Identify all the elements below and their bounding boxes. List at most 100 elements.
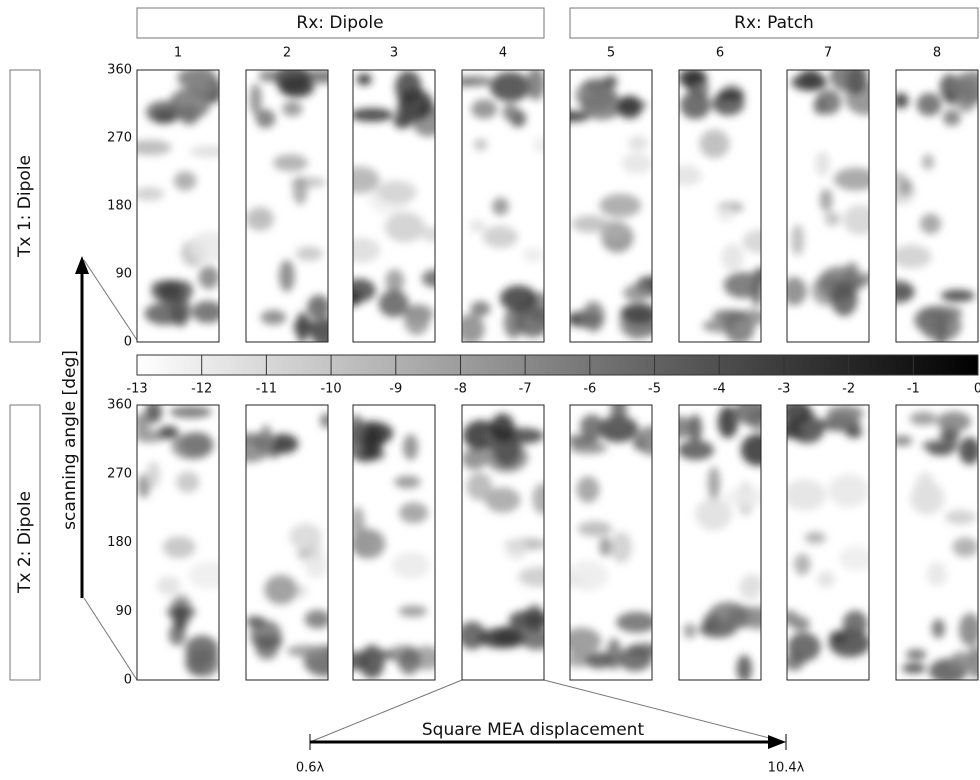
blob (815, 151, 830, 177)
blob (842, 610, 868, 638)
blob (931, 618, 945, 639)
blob (794, 553, 811, 576)
guide-line (83, 259, 138, 341)
y-tick-label: 180 (107, 199, 132, 214)
blob (499, 285, 538, 312)
column-number: 8 (933, 46, 941, 61)
column-number: 7 (824, 46, 832, 61)
colorbar-tick-label: -12 (191, 382, 212, 397)
group-label: Rx: Dipole (296, 13, 383, 33)
heatmap (353, 414, 435, 679)
blob (620, 302, 652, 325)
blob (787, 479, 827, 511)
column-number: 5 (607, 46, 615, 61)
blob (820, 188, 833, 212)
blob (353, 528, 386, 559)
blob (158, 280, 183, 302)
blob (246, 207, 274, 231)
colorbar-tick-label: -1 (907, 382, 920, 397)
colorbar-tick-label: -3 (777, 382, 790, 397)
group-box (136, 7, 545, 39)
blob (679, 165, 702, 186)
heatmap (896, 411, 978, 680)
blob (279, 259, 295, 292)
blob (310, 318, 328, 342)
displacement-label: Square MEA displacement (422, 720, 645, 740)
blob (462, 314, 485, 342)
blob (462, 621, 487, 650)
guide-line (83, 597, 138, 681)
blob (246, 616, 266, 628)
blob (813, 97, 828, 115)
blob (170, 294, 191, 327)
blob (910, 481, 945, 516)
blob (571, 215, 609, 233)
blob (570, 627, 602, 655)
blob (599, 193, 642, 218)
blob (791, 73, 828, 92)
colorbar-tick-label: -11 (256, 382, 277, 397)
blob (921, 154, 935, 170)
guide-line (543, 679, 786, 743)
heatmap (462, 413, 544, 650)
blob (266, 433, 299, 454)
blob (896, 244, 932, 269)
heatmap (679, 405, 761, 680)
blob (695, 497, 732, 531)
panel-frame (569, 404, 653, 681)
blob (519, 627, 544, 650)
blob (916, 92, 942, 117)
blob (249, 83, 262, 116)
blob (153, 109, 176, 124)
blob (162, 536, 196, 559)
blob (356, 73, 372, 86)
blob (632, 437, 646, 451)
blob (462, 447, 488, 470)
heatmap (570, 405, 652, 672)
colorbar-tick-label: -4 (713, 382, 726, 397)
heatmap (896, 71, 978, 342)
y-tick-label: 0 (124, 335, 132, 350)
blob (307, 294, 328, 320)
panel-frame (136, 404, 220, 681)
blob (570, 652, 591, 668)
blob (575, 80, 617, 110)
blob (264, 574, 298, 605)
guide-line (309, 679, 463, 743)
panel-frame (895, 69, 979, 343)
blob (304, 609, 328, 629)
blob (750, 278, 761, 307)
blob (189, 145, 219, 158)
blob (610, 531, 632, 564)
blob (394, 475, 421, 489)
colorbar-tick-label: -8 (454, 382, 467, 397)
blob (610, 405, 627, 427)
blob (740, 433, 761, 466)
blob (699, 129, 730, 159)
blob (532, 483, 544, 515)
blob (391, 551, 431, 579)
panel-frame (895, 404, 979, 681)
blob (353, 290, 361, 307)
blob (707, 466, 721, 500)
blob (618, 647, 652, 672)
blob (576, 476, 600, 503)
blob (942, 109, 961, 127)
heatmap (137, 405, 219, 678)
blob (919, 213, 942, 235)
heatmap (462, 70, 544, 342)
blob (385, 269, 405, 294)
blob (733, 405, 761, 425)
panel-frame (352, 69, 436, 343)
blob (570, 574, 586, 586)
colorbar-tick-label: -5 (648, 382, 661, 397)
blob (717, 89, 745, 102)
y-tick-label: 270 (107, 131, 132, 146)
blob (679, 416, 698, 439)
blob (174, 603, 187, 632)
blob (833, 167, 869, 191)
blob (616, 95, 643, 119)
colorbar-tick-label: -9 (389, 382, 402, 397)
blob (368, 649, 396, 660)
